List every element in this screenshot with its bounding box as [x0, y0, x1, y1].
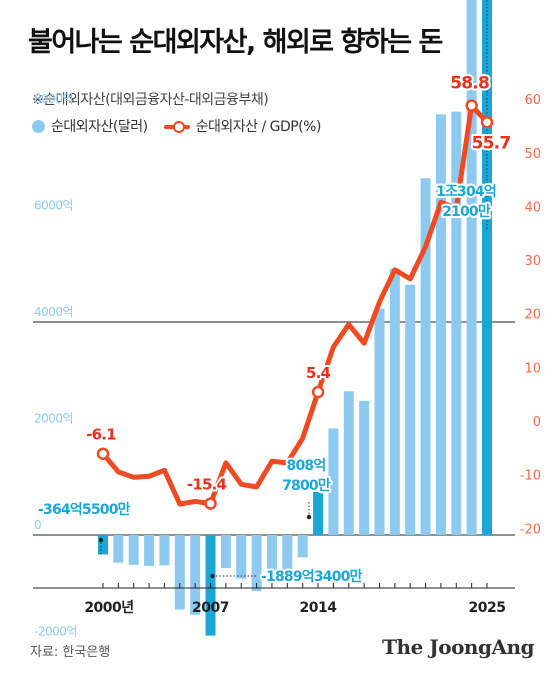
- right-axis-tick-label: 20: [524, 308, 541, 323]
- bar-2008: [220, 535, 231, 569]
- legend-line-swatch: [163, 120, 190, 133]
- bar-2014: [313, 491, 324, 535]
- bar-2011: [266, 535, 277, 582]
- bar-2022: [435, 114, 446, 535]
- right-axis-tick-label: -20: [520, 522, 541, 537]
- line-marker-2007: [204, 497, 217, 510]
- bar-2002: [128, 535, 139, 565]
- annotation-bar-2014-line2: 7800만: [282, 478, 331, 494]
- bar-2015: [328, 428, 339, 535]
- bar-2006: [190, 535, 201, 615]
- bar-2024: [466, 0, 477, 536]
- annotation-bar-2025-line2: 2100만: [442, 204, 491, 220]
- bar-2019: [389, 268, 400, 535]
- line-series-gdp-ratio: [100, 103, 490, 507]
- legend-line-label: 순대외자산 / GDP(%): [195, 119, 322, 135]
- left-axis-tick-label: 4000억: [34, 305, 73, 319]
- bar-2020: [405, 284, 416, 535]
- right-axis-tick-label: -10: [520, 469, 541, 484]
- bar-2018: [374, 308, 385, 535]
- legend-bar-swatch: [32, 119, 45, 133]
- bar-2023: [451, 111, 462, 535]
- annotation-bar-2000: -364억5500만: [38, 502, 131, 518]
- bar-2025: [482, 0, 492, 535]
- right-axis-tick-label: 60: [524, 93, 541, 108]
- source-note: 자료: 한국은행: [30, 645, 111, 660]
- right-axis-tick-label: 30: [524, 254, 541, 269]
- line-marker-2014: [311, 385, 325, 399]
- bar-2003: [144, 535, 155, 566]
- bar-2001: [113, 535, 124, 563]
- bar-2012: [282, 535, 293, 577]
- line-marker-2025: [480, 116, 494, 129]
- annotation-line-2014: 5.4: [306, 364, 331, 382]
- x-tick-label: 2000년: [84, 600, 133, 616]
- x-tick-label: 2014: [300, 600, 338, 616]
- legend: 순대외자산(달러) 순대외자산 / GDP(%): [32, 116, 321, 136]
- annotation-bar-2014-line1: 808억: [287, 458, 326, 474]
- annotation-line-2025: 55.7: [472, 133, 511, 153]
- bar-2017: [359, 400, 370, 535]
- leader-dot-2000: [98, 537, 104, 543]
- bar-2000: [98, 535, 108, 555]
- annotation-bar-2007: -1889억3400만: [261, 569, 363, 585]
- left-axis-tick-label: 2000억: [34, 412, 73, 426]
- annotation-line-2024: 58.8: [450, 74, 489, 94]
- bar-2013: [297, 535, 308, 558]
- x-tick-label: 2007: [192, 600, 229, 616]
- right-axis-tick-label: 10: [524, 361, 541, 376]
- leader-dot-2007: [210, 573, 215, 579]
- annotation-line-2000: -6.1: [86, 426, 116, 444]
- right-axis-tick-label: 0: [533, 415, 541, 430]
- left-axis-tick-label: 8000억: [34, 92, 73, 106]
- left-axis-tick-label: 0: [34, 518, 41, 532]
- bar-2016: [343, 391, 354, 535]
- bar-2004: [159, 535, 170, 566]
- right-axis-tick-label: 40: [524, 200, 541, 215]
- publisher-logo: The JoongAng: [382, 635, 534, 659]
- bar-2021: [420, 178, 431, 535]
- chart-subtitle: ※순대외자산(대외금융자산-대외금융부채): [32, 92, 269, 108]
- bar-2009: [236, 535, 247, 579]
- leader-dot-2014: [306, 514, 312, 520]
- chart-title: 불어나는 순대외자산, 해외로 향하는 돈: [28, 27, 443, 58]
- bar-2010: [251, 535, 262, 591]
- annotation-bar-2025-line1: 1조304억: [436, 184, 496, 200]
- right-axis-tick-label: 50: [524, 147, 541, 162]
- x-tick-label: 2025: [469, 600, 506, 616]
- annotation-line-2007: -15.4: [187, 476, 227, 494]
- line-marker-2024: [465, 99, 478, 112]
- legend-bar-label: 순대외자산(달러): [51, 119, 148, 135]
- left-axis-tick-label: -2000억: [34, 625, 77, 639]
- line-marker-2000: [96, 447, 110, 460]
- left-axis-tick-label: 6000억: [34, 199, 73, 213]
- bar-2005: [174, 535, 185, 610]
